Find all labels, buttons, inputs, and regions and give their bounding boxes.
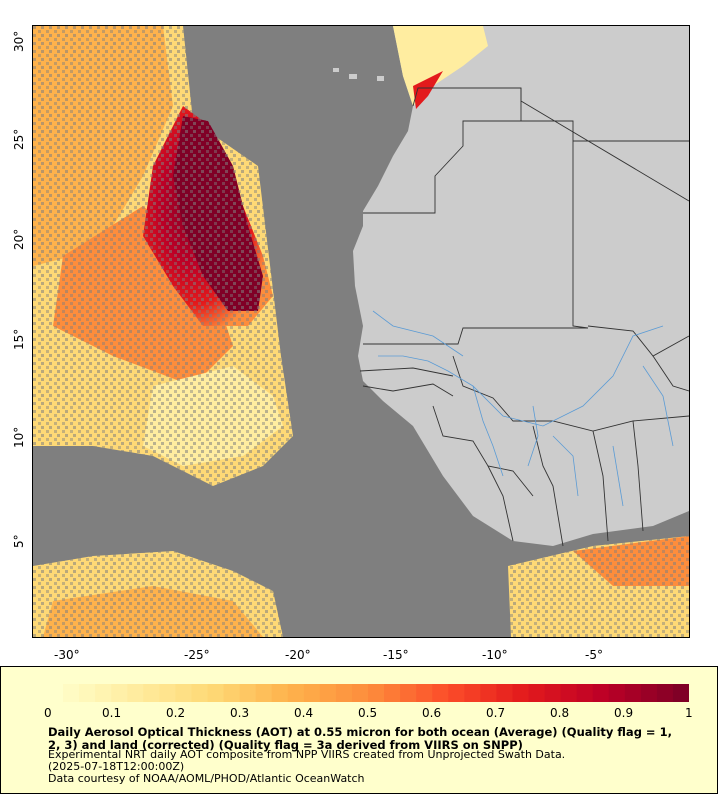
map-area[interactable] [32,25,690,638]
colorbar-step [560,684,578,702]
colorbar-step [624,684,642,702]
colorbar-tick: 0.2 [166,706,186,720]
colorbar-step [143,684,160,702]
colorbar-step [223,684,241,702]
colorbar-step [544,684,562,702]
lon-label: -30° [54,648,80,662]
aot-swath-south [33,536,689,637]
colorbar-step [400,684,417,702]
lon-label: -25° [184,648,210,662]
aot-swath-west [33,26,293,486]
colorbar-step [416,684,433,702]
colorbar-tick: 0 [44,706,52,720]
colorbar-step [239,684,257,702]
colorbar-step [95,684,112,702]
colorbar-step [656,684,674,702]
colorbar-step [255,684,273,702]
colorbar-step [79,684,96,702]
lat-label: 15° [12,328,26,350]
legend-credit: Data courtesy of NOAA/AOML/PHOD/Atlantic… [48,772,365,785]
legend-title: Daily Aerosol Optical Thickness (AOT) at… [48,725,672,752]
colorbar-step [448,684,465,702]
colorbar-step [175,684,193,702]
colorbar-step [512,684,530,702]
lon-label: -15° [383,648,409,662]
colorbar-tick: 0.8 [550,706,570,720]
colorbar-step [47,684,64,702]
aot-map [33,26,689,637]
legend-description: Experimental NRT daily AOT composite fro… [48,748,566,761]
africa-land [333,26,689,546]
colorbar-step [432,684,449,702]
lat-label: 20° [12,228,26,250]
colorbar-step [303,684,321,702]
colorbar-step [271,684,289,702]
colorbar-step [287,684,305,702]
colorbar-step [608,684,626,702]
colorbar-tick: 0.6 [422,706,442,720]
colorbar-step [384,684,401,702]
rivers [372,310,674,507]
colorbar-step [351,684,369,702]
colorbar-step [127,684,144,702]
colorbar-step [640,684,658,702]
colorbar-step [191,684,209,702]
colorbar-tick: 0.3 [230,706,250,720]
colorbar-tick: 0.7 [486,706,506,720]
colorbar-step [368,684,385,702]
lat-label: 5° [12,534,26,548]
colorbar-step [480,684,497,702]
colorbar-step [111,684,128,702]
colorbar-step [63,684,80,702]
colorbar-step [159,684,176,702]
colorbar-step [592,684,610,702]
colorbar-step [335,684,353,702]
colorbar-step [496,684,514,702]
colorbar-step [528,684,546,702]
lon-label: -20° [285,648,311,662]
colorbar-tick: 0.1 [102,706,122,720]
legend-timestamp: (2025-07-18T12:00:00Z) [48,760,185,773]
colorbar-step [319,684,337,702]
colorbar-tick: 1 [685,706,693,720]
lat-label: 10° [12,426,26,448]
country-borders [359,87,689,547]
colorbar-step [464,684,481,702]
aot-colorbar [47,684,689,702]
lon-label: -5° [585,648,603,662]
colorbar-tick: 0.4 [294,706,314,720]
lat-label: 25° [12,128,26,150]
colorbar-tick: 0.9 [614,706,634,720]
colorbar-step [576,684,594,702]
lat-label: 30° [12,30,26,52]
lon-label: -10° [482,648,508,662]
colorbar-step [207,684,225,702]
colorbar-step [672,684,689,702]
colorbar-tick: 0.5 [358,706,378,720]
